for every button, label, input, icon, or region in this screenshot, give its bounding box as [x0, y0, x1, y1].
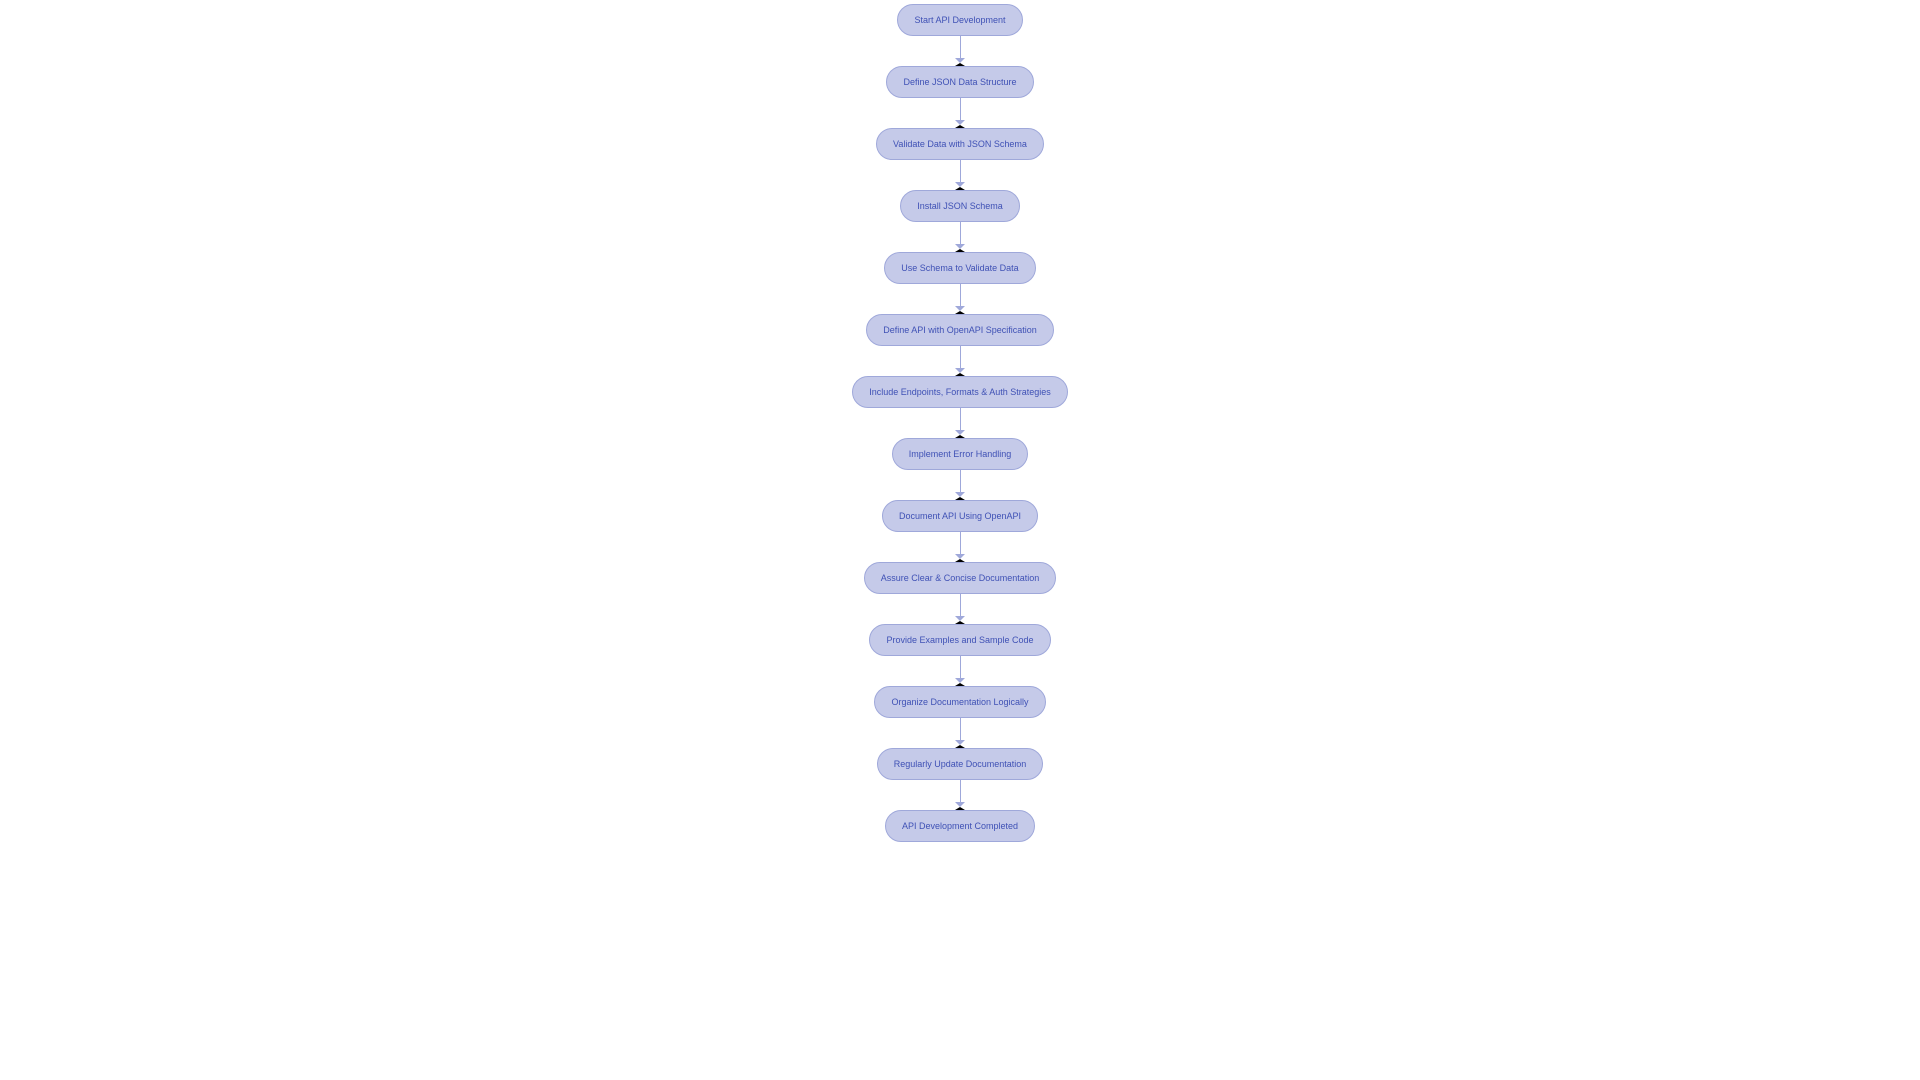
flowchart-edge: [955, 532, 965, 562]
flowchart-edge: [955, 718, 965, 748]
flowchart-edge: [955, 470, 965, 500]
flowchart-node: Organize Documentation Logically: [874, 686, 1045, 718]
flowchart-edge: [955, 222, 965, 252]
flowchart-container: Start API Development Define JSON Data St…: [0, 0, 1920, 842]
flowchart-node: Define JSON Data Structure: [886, 66, 1033, 98]
flowchart-node: Include Endpoints, Formats & Auth Strate…: [852, 376, 1068, 408]
flowchart-node: Provide Examples and Sample Code: [869, 624, 1050, 656]
flowchart-edge: [955, 594, 965, 624]
flowchart-node: Document API Using OpenAPI: [882, 500, 1038, 532]
flowchart-edge: [955, 346, 965, 376]
flowchart-edge: [955, 408, 965, 438]
flowchart-edge: [955, 160, 965, 190]
flowchart-edge: [955, 36, 965, 66]
flowchart-node: Define API with OpenAPI Specification: [866, 314, 1054, 346]
flowchart-edge: [955, 656, 965, 686]
flowchart-node: Install JSON Schema: [900, 190, 1020, 222]
flowchart-node: Validate Data with JSON Schema: [876, 128, 1044, 160]
flowchart-node: Use Schema to Validate Data: [884, 252, 1035, 284]
flowchart-edge: [955, 98, 965, 128]
flowchart-node: Assure Clear & Concise Documentation: [864, 562, 1057, 594]
flowchart-node: API Development Completed: [885, 810, 1035, 842]
flowchart-node: Implement Error Handling: [892, 438, 1029, 470]
flowchart-node: Start API Development: [897, 4, 1022, 36]
flowchart-edge: [955, 780, 965, 810]
flowchart-node: Regularly Update Documentation: [877, 748, 1044, 780]
flowchart-edge: [955, 284, 965, 314]
